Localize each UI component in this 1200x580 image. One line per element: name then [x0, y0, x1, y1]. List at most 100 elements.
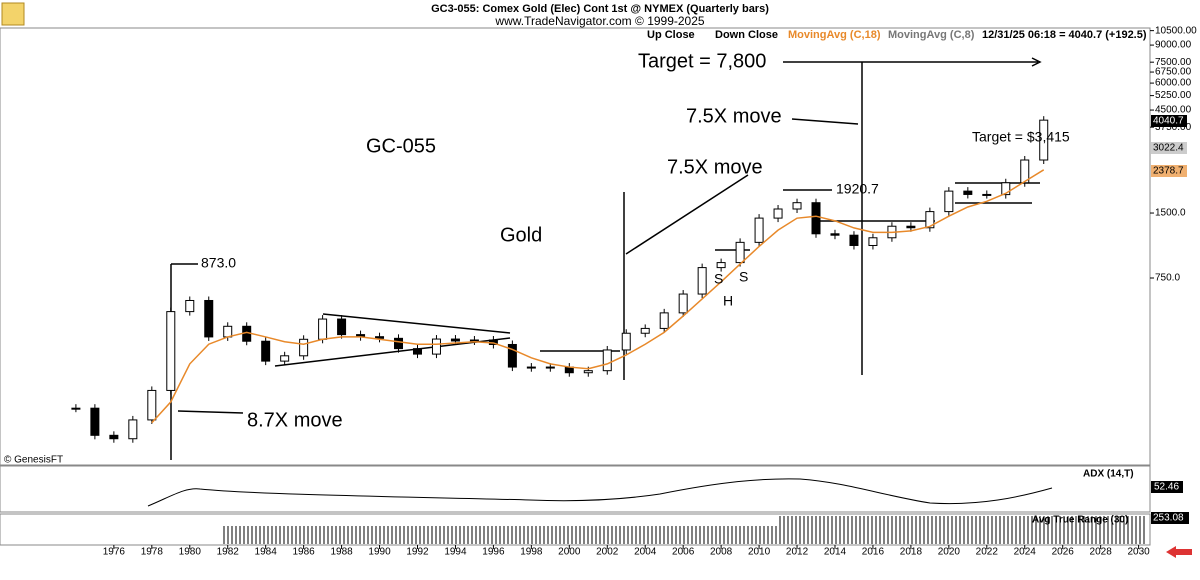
price-flag	[1151, 142, 1187, 154]
candle	[337, 318, 347, 336]
candle	[1020, 159, 1030, 184]
candle	[204, 299, 214, 338]
candle	[71, 407, 81, 410]
legend-last: 12/31/25 06:18 = 4040.7 (+192.5)	[982, 29, 1147, 41]
y-tick-label: 5250.00	[1155, 90, 1192, 101]
annotation: 7.5X move	[686, 105, 782, 127]
adx-panel	[0, 465, 1151, 513]
candle	[1039, 119, 1049, 161]
main-panel	[0, 27, 1151, 466]
candle	[185, 299, 195, 313]
x-tick-label: 1988	[330, 547, 353, 558]
candle	[982, 193, 992, 196]
x-tick-label: 2018	[900, 547, 923, 558]
candle	[583, 370, 593, 374]
candle	[166, 311, 176, 391]
x-tick-label: 2012	[786, 547, 809, 558]
candle	[469, 339, 479, 342]
adx-line	[147, 478, 1053, 507]
candle	[849, 234, 859, 246]
logo	[1, 2, 25, 26]
x-tick-label: 2008	[710, 547, 733, 558]
adx-flag	[1151, 481, 1183, 493]
candle	[526, 366, 536, 369]
candle	[659, 312, 669, 329]
atr-flag-text: 253.08	[1153, 513, 1184, 524]
candle	[128, 419, 138, 440]
chart-subtitle: www.TradeNavigator.com © 1999-2025	[494, 14, 704, 28]
x-tick-label: 2010	[748, 547, 771, 558]
x-tick-label: 2026	[1052, 547, 1075, 558]
candle	[280, 355, 290, 362]
candle	[716, 262, 726, 269]
annotation: S	[739, 269, 748, 285]
candle	[90, 407, 100, 436]
price-flag-text: 3022.4	[1153, 143, 1184, 154]
legend-ma8: MovingAvg (C,8)	[888, 29, 975, 41]
annotation: 7.5X move	[667, 156, 763, 178]
candle	[811, 202, 821, 235]
x-tick-label: 2000	[558, 547, 581, 558]
x-tick-label: 2030	[1127, 547, 1150, 558]
candle	[925, 211, 935, 229]
x-tick-label: 2016	[862, 547, 885, 558]
x-tick-label: 1996	[482, 547, 505, 558]
x-tick-label: 1986	[293, 547, 316, 558]
x-tick-label: 1998	[520, 547, 543, 558]
annotation: S	[714, 271, 723, 287]
x-tick-label: 2004	[634, 547, 657, 558]
x-tick-label: 2022	[976, 547, 999, 558]
candle	[602, 349, 612, 372]
x-tick-label: 2014	[824, 547, 847, 558]
annotation: 1920.7	[836, 181, 879, 197]
adx-label: ADX (14,T)	[1083, 469, 1134, 480]
candle	[868, 237, 878, 246]
price-flag	[1151, 115, 1187, 127]
annotation: 8.7X move	[247, 409, 343, 431]
atr-bars	[223, 516, 1145, 544]
y-tick-label: 3750.00	[1155, 122, 1192, 133]
atr-panel	[0, 513, 1151, 546]
x-tick-label: 2024	[1014, 547, 1037, 558]
candle	[431, 338, 441, 355]
y-tick-label: 6750.00	[1155, 67, 1192, 78]
scroll-arrow[interactable]	[1166, 546, 1192, 558]
candle	[735, 241, 745, 264]
candle	[944, 190, 954, 213]
candle	[375, 336, 385, 339]
price-flag	[1151, 165, 1187, 177]
candle	[792, 202, 802, 210]
x-tick-label: 1980	[179, 547, 202, 558]
x-tick-label: 1990	[368, 547, 391, 558]
y-tick-label: 9000.00	[1155, 40, 1192, 51]
annotation: 873.0	[201, 255, 236, 271]
candle	[450, 338, 460, 342]
y-tick-label: 7500.00	[1155, 57, 1192, 68]
y-tick-label: 10500.00	[1155, 25, 1197, 36]
candle	[621, 332, 631, 351]
adx-flag-text: 52.46	[1154, 482, 1179, 493]
candle	[507, 343, 517, 368]
candle	[109, 434, 119, 440]
annotation: Target = $3,415	[972, 129, 1070, 145]
candle	[394, 337, 404, 350]
x-tick-label: 2020	[938, 547, 961, 558]
x-tick-label: 1984	[255, 547, 278, 558]
candle	[261, 340, 271, 362]
annotation: Target = 7,800	[638, 50, 766, 72]
x-tick-label: 2028	[1090, 547, 1113, 558]
candle	[223, 325, 233, 338]
candle	[640, 327, 650, 334]
y-tick-label: 6000.00	[1155, 78, 1192, 89]
x-tick-label: 1976	[103, 547, 126, 558]
legend-up: Up Close	[647, 29, 695, 41]
candle	[1001, 182, 1011, 196]
candle	[963, 190, 973, 195]
candle	[754, 217, 764, 243]
candle	[412, 348, 422, 355]
copyright: © GenesisFT	[4, 455, 63, 466]
x-tick-label: 1982	[217, 547, 240, 558]
y-tick-label: 4500.00	[1155, 105, 1192, 116]
